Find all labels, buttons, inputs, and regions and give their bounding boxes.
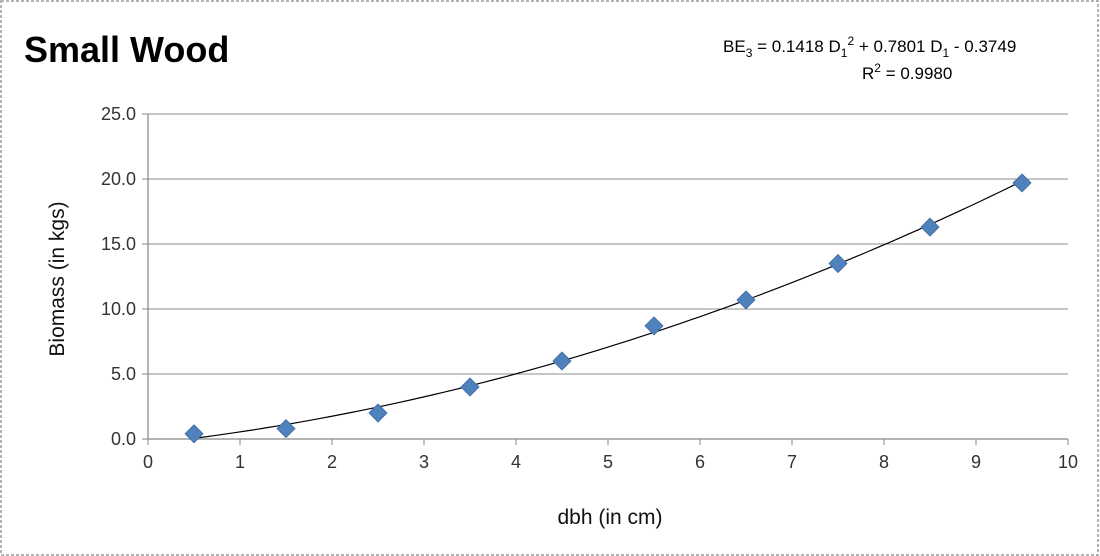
x-axis-label: dbh (in cm) — [557, 506, 662, 529]
data-point — [552, 351, 572, 371]
y-tick-label: 5.0 — [111, 364, 136, 384]
gridlines — [148, 113, 1068, 375]
data-point — [644, 316, 664, 336]
x-tick-label: 1 — [235, 452, 245, 472]
y-tick-label: 25.0 — [101, 104, 136, 124]
x-tick-label: 10 — [1058, 452, 1078, 472]
y-tick-label: 15.0 — [101, 234, 136, 254]
x-tick-label: 7 — [787, 452, 797, 472]
y-axis-label: Biomass (in kgs) — [46, 201, 69, 356]
trendline-equation: BE3 = 0.1418 D12 + 0.7801 D1 - 0.3749 — [723, 34, 1016, 60]
x-tick-label: 4 — [511, 452, 521, 472]
data-point — [920, 217, 940, 237]
data-points — [184, 173, 1032, 444]
chart-title: Small Wood — [24, 29, 229, 70]
data-point — [276, 419, 296, 439]
r-squared-label: R2 = 0.9980 — [862, 61, 952, 83]
y-tick-label: 20.0 — [101, 169, 136, 189]
data-point — [1012, 173, 1032, 193]
data-point — [184, 424, 204, 444]
x-tick-label: 9 — [971, 452, 981, 472]
x-tick-label: 8 — [879, 452, 889, 472]
x-tick-label: 2 — [327, 452, 337, 472]
data-point — [460, 377, 480, 397]
data-point — [736, 290, 756, 310]
y-axis-ticks: 0.0 5.0 10.0 15.0 20.0 25.0 — [101, 104, 148, 449]
y-tick-label: 0.0 — [111, 429, 136, 449]
data-point — [828, 253, 848, 274]
data-point — [368, 403, 388, 423]
x-tick-label: 5 — [603, 452, 613, 472]
x-axis-ticks: 0 1 2 3 4 5 6 7 8 9 10 — [143, 439, 1078, 472]
x-tick-label: 6 — [695, 452, 705, 472]
x-tick-label: 0 — [143, 452, 153, 472]
trendline — [193, 180, 1023, 439]
y-tick-label: 10.0 — [101, 299, 136, 319]
x-tick-label: 3 — [419, 452, 429, 472]
